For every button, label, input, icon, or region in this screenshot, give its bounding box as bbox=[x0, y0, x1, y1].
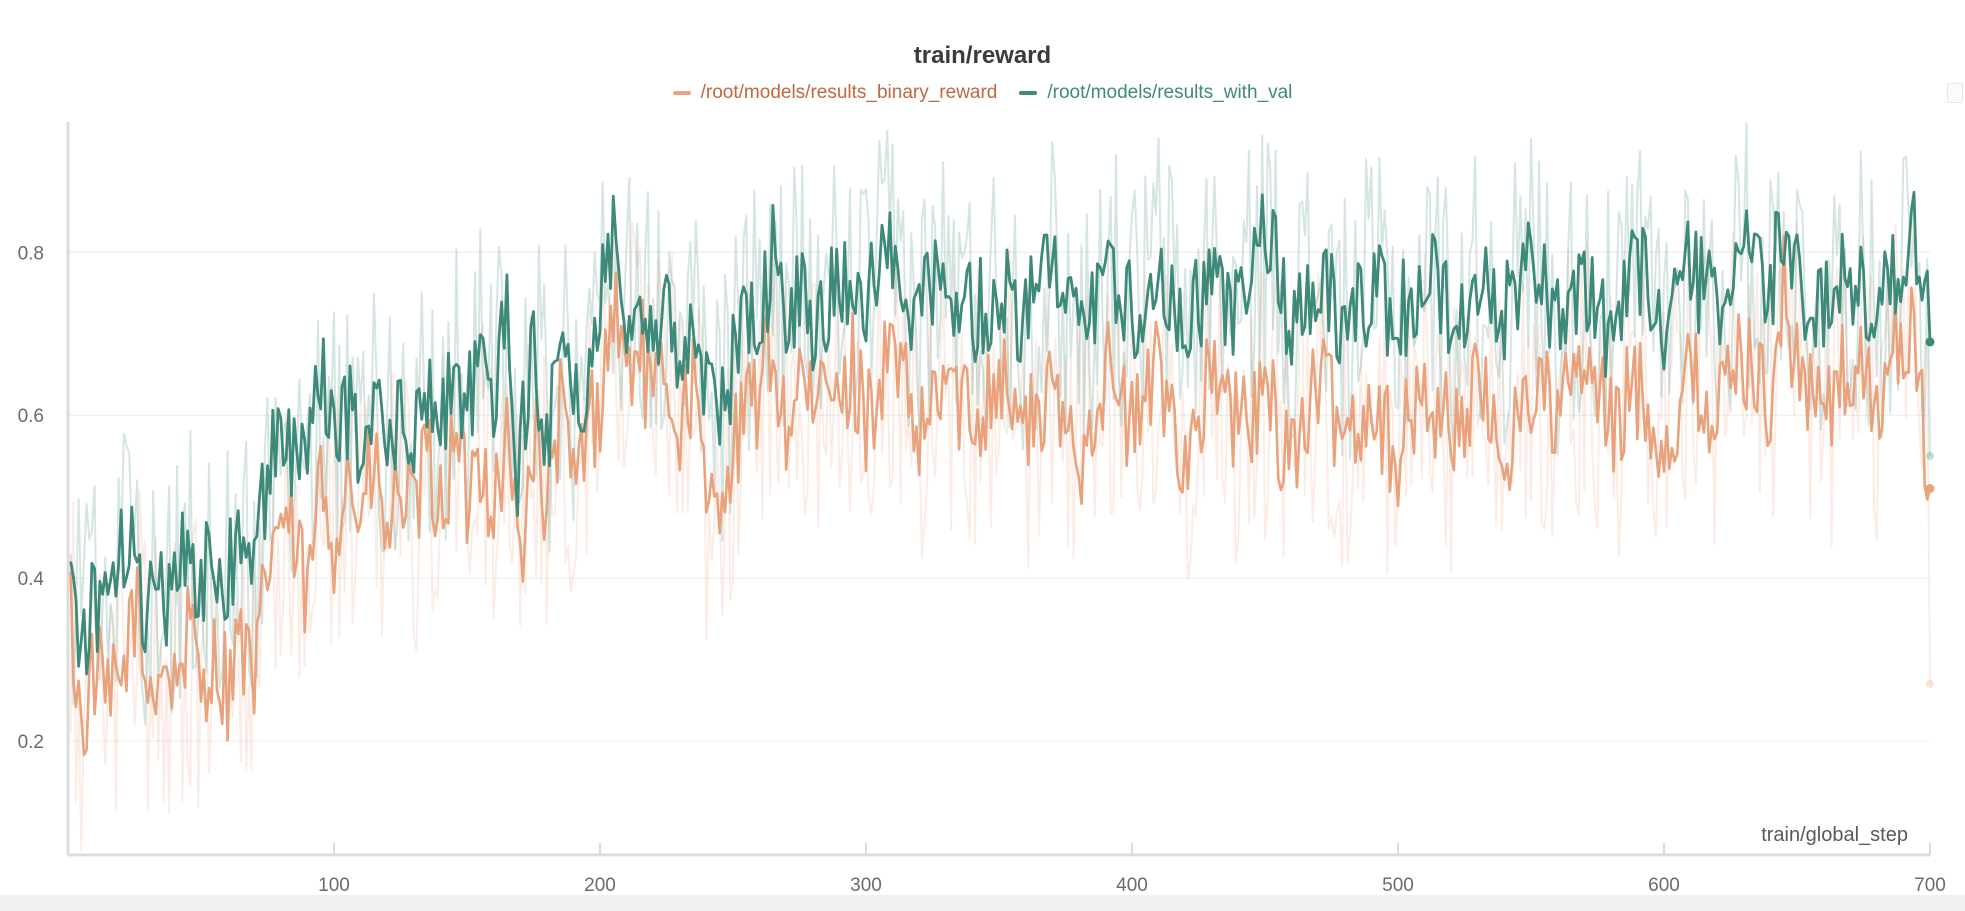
end-marker bbox=[1925, 484, 1935, 493]
bottom-strip bbox=[0, 895, 1965, 911]
legend-label-binary-reward: /root/models/results_binary_reward bbox=[700, 82, 998, 103]
y-tick-label: 0.8 bbox=[18, 243, 44, 264]
x-tick-label: 300 bbox=[850, 875, 882, 896]
panel-menu-icon[interactable] bbox=[1947, 83, 1963, 103]
legend-swatch-with-val bbox=[1019, 91, 1038, 95]
y-tick-label: 0.4 bbox=[18, 569, 45, 590]
legend-item-with-val[interactable]: /root/models/results_with_val bbox=[1019, 82, 1292, 104]
x-tick-label: 500 bbox=[1382, 875, 1414, 896]
tick-labels: 0.2 0.4 0.6 0.8 100 200 300 400 500 600 700 train/g… bbox=[18, 243, 1946, 896]
chart-title: train/reward bbox=[913, 42, 1052, 69]
x-tick-label: 100 bbox=[318, 875, 350, 896]
legend-swatch-binary-reward bbox=[672, 91, 691, 95]
raw-end-marker bbox=[1926, 679, 1934, 688]
end-marker bbox=[1925, 337, 1935, 347]
x-tick-label: 700 bbox=[1914, 875, 1946, 896]
legend-label-with-val: /root/models/results_with_val bbox=[1047, 82, 1293, 103]
y-tick-label: 0.6 bbox=[18, 406, 44, 427]
legend-item-binary-reward[interactable]: /root/models/results_binary_reward bbox=[672, 82, 998, 104]
axes bbox=[66, 122, 1931, 857]
x-tick-label: 200 bbox=[584, 875, 616, 896]
raw-end-marker bbox=[1926, 451, 1934, 460]
smoothed-series-line bbox=[69, 190, 1932, 676]
smoothed-series-layer bbox=[69, 190, 1932, 757]
x-tick-label: 600 bbox=[1648, 875, 1680, 896]
end-markers bbox=[1925, 337, 1935, 688]
smoothed-series-line bbox=[69, 234, 1932, 757]
chart-legend: /root/models/results_binary_reward /root… bbox=[0, 82, 1965, 104]
raw-series-layer bbox=[69, 122, 1931, 852]
raw-series-line bbox=[69, 122, 1931, 726]
x-axis-title: train/global_step bbox=[1761, 824, 1908, 846]
x-tick-label: 400 bbox=[1116, 875, 1148, 896]
y-tick-label: 0.2 bbox=[18, 732, 44, 753]
